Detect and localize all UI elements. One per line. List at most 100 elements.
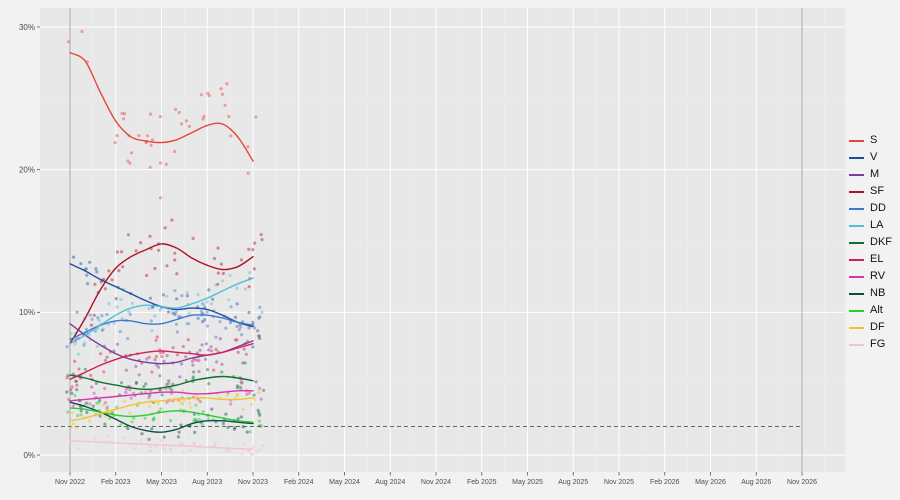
poll-point-DD	[258, 315, 262, 319]
poll-point-DD	[128, 312, 132, 316]
x-tick-label: Aug 2024	[375, 479, 405, 486]
x-tick-label: Feb 2025	[467, 479, 497, 486]
poll-point-DKF	[66, 373, 70, 378]
poll-point-M	[156, 365, 161, 369]
x-tick-label: Feb 2026	[650, 479, 680, 486]
poll-point-V	[114, 297, 118, 301]
poll-point-EL	[181, 344, 185, 349]
poll-point-SF	[216, 271, 220, 275]
poll-point-LA	[184, 322, 189, 326]
poll-point-Alt	[151, 417, 156, 421]
poll-point-LA	[235, 286, 239, 290]
poll-point-DKF	[252, 393, 256, 397]
poll-point-M	[100, 328, 104, 332]
poll-point-DD	[96, 316, 100, 320]
poll-point-DD	[252, 326, 257, 330]
poll-point-Alt	[66, 410, 70, 414]
poll-point-NB	[257, 411, 261, 415]
poll-point-LA	[214, 283, 218, 287]
poll-point-DF	[70, 411, 75, 415]
poll-point-M	[200, 343, 204, 347]
poll-point-FG	[178, 442, 182, 446]
poll-point-DF	[88, 419, 92, 423]
legend-item-LA: LA	[849, 217, 892, 234]
poll-point-EL	[65, 376, 69, 380]
poll-point-LA	[243, 287, 247, 291]
legend-label: Alt	[870, 304, 883, 316]
poll-point-M	[115, 342, 120, 346]
poll-point-NB	[188, 424, 192, 428]
poll-point-M	[207, 348, 211, 352]
trend-line-LA	[69, 277, 254, 345]
poll-point-DKF	[238, 385, 243, 389]
poll-point-EL	[77, 367, 81, 371]
poll-point-RV	[128, 388, 132, 392]
poll-point-M	[204, 342, 209, 346]
legend-line-swatch-LA	[849, 224, 864, 227]
poll-point-V	[85, 273, 89, 277]
poll-point-V	[247, 310, 251, 315]
legend-label: EL	[870, 253, 884, 265]
poll-point-DKF	[134, 381, 138, 385]
poll-point-SF	[93, 282, 97, 286]
poll-point-M	[247, 326, 251, 330]
poll-point-Alt	[97, 400, 101, 404]
legend-item-Alt: Alt	[849, 302, 892, 319]
poll-point-V	[258, 336, 262, 341]
poll-point-LA	[165, 294, 169, 298]
poll-point-S	[202, 114, 206, 118]
poll-point-SF	[175, 272, 179, 276]
poll-point-NB	[79, 405, 83, 409]
poll-point-V	[257, 316, 261, 320]
poll-point-LA	[196, 316, 200, 320]
poll-point-RV	[103, 401, 107, 405]
poll-point-DD	[174, 310, 178, 314]
poll-point-DKF	[74, 379, 78, 383]
poll-point-V	[203, 318, 207, 322]
poll-point-RV	[88, 402, 92, 406]
poll-point-M	[215, 360, 219, 364]
poll-point-RV	[165, 400, 169, 404]
poll-point-FG	[159, 438, 163, 442]
poll-point-LA	[202, 304, 206, 308]
poll-point-S	[179, 122, 184, 126]
poll-point-V	[235, 302, 239, 306]
legend-item-EL: EL	[849, 251, 892, 268]
poll-point-DF	[180, 401, 184, 405]
poll-point-S	[254, 115, 258, 119]
legend-line-swatch-DF	[849, 326, 864, 329]
poll-point-NB	[226, 425, 230, 429]
poll-point-RV	[103, 386, 107, 391]
poll-point-Alt	[132, 416, 136, 420]
poll-point-V	[256, 329, 260, 333]
poll-point-SF	[219, 262, 223, 266]
poll-point-EL	[235, 338, 239, 342]
poll-point-NB	[179, 423, 183, 427]
poll-point-EL	[69, 388, 73, 392]
poll-point-DD	[196, 316, 200, 321]
poll-point-DD	[187, 322, 191, 326]
poll-point-FG	[149, 449, 153, 453]
poll-point-NB	[193, 430, 197, 434]
poll-point-M	[137, 373, 141, 377]
poll-point-EL	[75, 383, 79, 387]
poll-point-Alt	[76, 414, 80, 418]
poll-point-SF	[139, 241, 143, 245]
poll-point-DF	[252, 397, 257, 401]
poll-point-FG	[169, 448, 173, 452]
poll-point-LA	[82, 341, 87, 345]
y-tick-label: 20%	[19, 165, 35, 174]
poll-point-EL	[150, 370, 154, 374]
poll-point-DKF	[205, 368, 210, 372]
legend-label: RV	[870, 270, 886, 282]
poll-point-SF	[92, 313, 96, 317]
poll-point-V	[161, 293, 165, 297]
poll-point-S	[113, 141, 117, 145]
poll-point-DD	[118, 330, 122, 334]
poll-point-DD	[84, 327, 89, 331]
legend-item-DF: DF	[849, 319, 892, 336]
poll-point-FG	[240, 452, 244, 456]
poll-point-EL	[103, 358, 107, 362]
poll-point-LA	[185, 291, 189, 295]
poll-point-S	[227, 114, 231, 119]
